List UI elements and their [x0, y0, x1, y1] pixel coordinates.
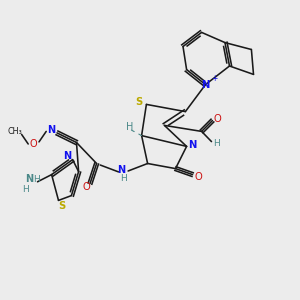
- Text: H: H: [214, 140, 220, 148]
- Text: O: O: [194, 172, 202, 182]
- Text: N: N: [63, 151, 71, 161]
- Text: H: H: [33, 175, 39, 184]
- Text: H: H: [126, 122, 133, 133]
- Text: H: H: [22, 184, 29, 194]
- Text: O: O: [214, 114, 222, 124]
- Text: H: H: [121, 174, 127, 183]
- Text: S: S: [135, 97, 142, 107]
- Text: +: +: [211, 74, 217, 82]
- Text: N: N: [117, 165, 126, 175]
- Text: N: N: [201, 80, 209, 90]
- Text: CH₃: CH₃: [7, 127, 22, 136]
- Text: O: O: [82, 182, 90, 192]
- Text: N: N: [25, 174, 34, 184]
- Text: N: N: [47, 125, 55, 135]
- Text: S: S: [58, 201, 65, 211]
- Text: O: O: [29, 139, 37, 149]
- Text: N: N: [188, 140, 197, 150]
